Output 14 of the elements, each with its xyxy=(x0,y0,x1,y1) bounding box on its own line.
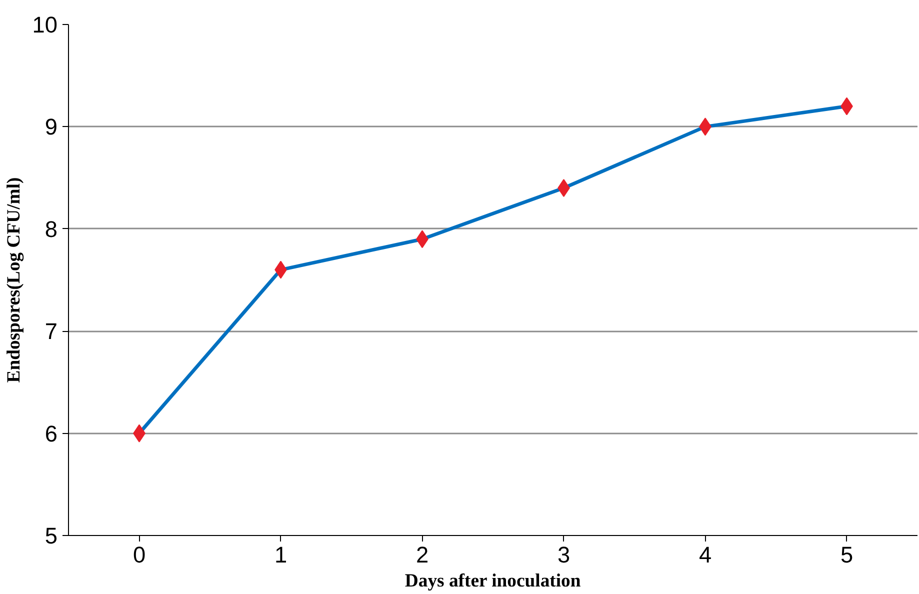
x-tick-label: 3 xyxy=(557,542,570,568)
y-tick-label: 8 xyxy=(44,216,58,242)
y-tick-label: 7 xyxy=(44,318,58,344)
x-tick-label: 2 xyxy=(416,542,429,568)
y-tick-label: 6 xyxy=(44,420,58,446)
y-tick-label: 9 xyxy=(44,114,58,140)
y-axis-title: Endospores(Log CFU/ml) xyxy=(3,177,24,383)
x-axis-title: Days after inoculation xyxy=(404,570,582,592)
x-tick-label: 0 xyxy=(132,542,146,568)
x-tick-label: 4 xyxy=(698,542,712,568)
y-tick-label: 5 xyxy=(44,522,58,548)
x-tick-label: 1 xyxy=(274,542,288,568)
y-tick-label: 10 xyxy=(32,12,58,38)
x-tick-label: 5 xyxy=(840,542,854,568)
